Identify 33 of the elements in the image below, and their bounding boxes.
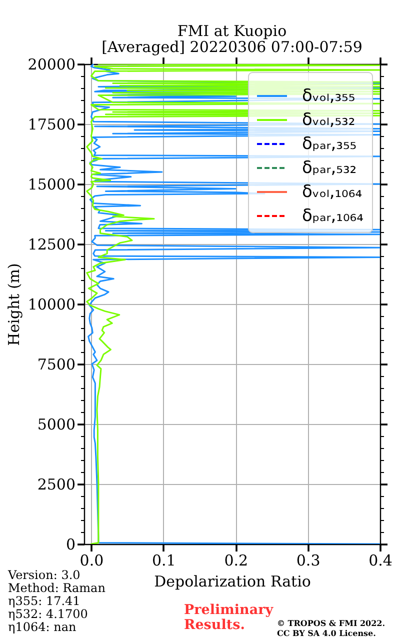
- text: Method: Raman: [8, 581, 106, 595]
- x-axis-title: Depolarization Ratio: [154, 572, 311, 590]
- text: CC BY SA 4.0 License.: [277, 628, 376, 638]
- text: η532: 4.1700: [8, 607, 88, 621]
- legend-label: δₚₐᵣ,₅₃₂: [302, 158, 357, 178]
- chart-subtitle: [Averaged] 20220306 07:00-07:59: [102, 38, 362, 56]
- x-tick-label: 0.3: [296, 552, 320, 570]
- x-tick-label: 0.4: [368, 552, 392, 570]
- legend-label: δᵥₒₗ,₁₀₆₄: [302, 182, 362, 202]
- text: Version: 3.0: [7, 568, 80, 582]
- text: η355: 17.41: [8, 594, 80, 608]
- y-tick-label: 5000: [37, 416, 76, 434]
- text: η1064: nan: [8, 620, 76, 634]
- x-tick-label: 0.2: [224, 552, 248, 570]
- y-tick-label: 0: [66, 536, 76, 554]
- text: © TROPOS & FMI 2022.: [277, 618, 386, 628]
- x-tick-label: 0.1: [152, 552, 176, 570]
- legend-label: δₚₐᵣ,₃₅₅: [302, 134, 357, 154]
- y-axis-title: Height (m): [4, 263, 23, 346]
- y-tick-label: 17500: [28, 116, 76, 134]
- legend-label: δₚₐᵣ,₁₀₆₄: [302, 206, 364, 226]
- legend-label: δᵥₒₗ,₃₅₅: [302, 86, 356, 106]
- x-tick-label: 0.0: [80, 552, 104, 570]
- text: Results.: [184, 617, 245, 633]
- legend-label: δᵥₒₗ,₅₃₂: [302, 110, 356, 130]
- y-tick-label: 15000: [28, 176, 76, 194]
- y-tick-label: 12500: [28, 236, 76, 254]
- y-tick-label: 2500: [37, 476, 76, 494]
- chart-title: FMI at Kuopio: [177, 22, 287, 40]
- text: Preliminary: [184, 602, 274, 618]
- y-tick-label: 10000: [28, 296, 76, 314]
- y-tick-label: 20000: [28, 56, 76, 74]
- y-tick-label: 7500: [37, 356, 76, 374]
